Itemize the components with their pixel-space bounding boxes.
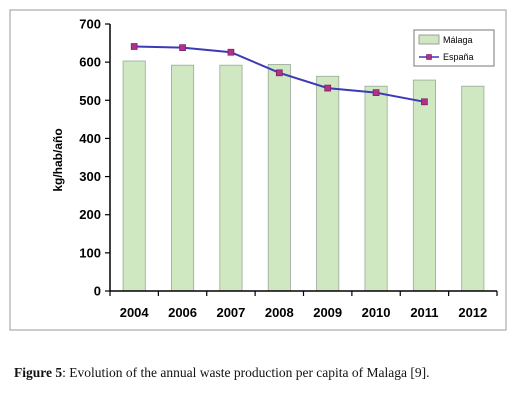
chart: kg/hab/año 0 100 200 300 400 500 600 700 2004 200… <box>9 9 507 331</box>
y-tick-label: 300 <box>79 169 101 184</box>
y-tick-label: 500 <box>79 93 101 108</box>
bar-2010 <box>364 85 388 292</box>
x-tick-label-2010: 2010 <box>362 305 391 320</box>
bar-2011 <box>412 79 436 292</box>
caption-text: : Evolution of the annual waste producti… <box>62 365 430 380</box>
axes-group: 0 100 200 300 400 500 600 700 2004 2006 2007 2008 20… <box>79 17 498 320</box>
point-espana-2006 <box>179 44 186 51</box>
bar-2009 <box>316 75 340 292</box>
bar-2008 <box>267 64 291 292</box>
bar-2007 <box>219 64 243 292</box>
caption-label: Figure 5 <box>14 365 63 380</box>
plot-frame <box>9 9 507 331</box>
legend-swatch-malaga <box>418 34 440 45</box>
y-axis-label: kg/hab/año <box>51 128 65 191</box>
bars-group <box>122 60 485 292</box>
legend-label-malaga: Málaga <box>443 35 473 45</box>
point-espana-2007 <box>227 48 235 56</box>
y-tick-label: 700 <box>79 17 101 32</box>
y-tick-label: 400 <box>79 131 101 146</box>
figure-caption: Figure 5: Evolution of the annual waste … <box>14 363 510 383</box>
x-tick-label-2006: 2006 <box>168 305 197 320</box>
x-tick-label-2004: 2004 <box>120 305 150 320</box>
point-espana-2009 <box>324 84 332 92</box>
legend: Málaga España <box>413 29 495 67</box>
x-tick-label-2007: 2007 <box>216 305 245 320</box>
line-series-group <box>130 43 428 106</box>
bar-2012 <box>461 85 485 292</box>
x-tick-label-2008: 2008 <box>265 305 294 320</box>
y-tick-label: 200 <box>79 207 101 222</box>
bar-2004 <box>122 60 146 292</box>
x-tick-label-2012: 2012 <box>458 305 487 320</box>
y-tick-label: 0 <box>94 284 101 299</box>
legend-marker-espana <box>426 54 432 60</box>
point-espana-2008 <box>275 69 283 77</box>
point-espana-2010 <box>372 89 380 97</box>
y-tick-label: 100 <box>79 245 101 260</box>
x-tick-label-2009: 2009 <box>313 305 342 320</box>
x-tick-label-2011: 2011 <box>410 305 438 320</box>
legend-label-espana: España <box>443 52 474 62</box>
y-tick-label: 600 <box>79 55 101 70</box>
point-espana-2011 <box>421 98 428 106</box>
point-espana-2004 <box>130 43 138 50</box>
bar-2006 <box>171 64 195 292</box>
